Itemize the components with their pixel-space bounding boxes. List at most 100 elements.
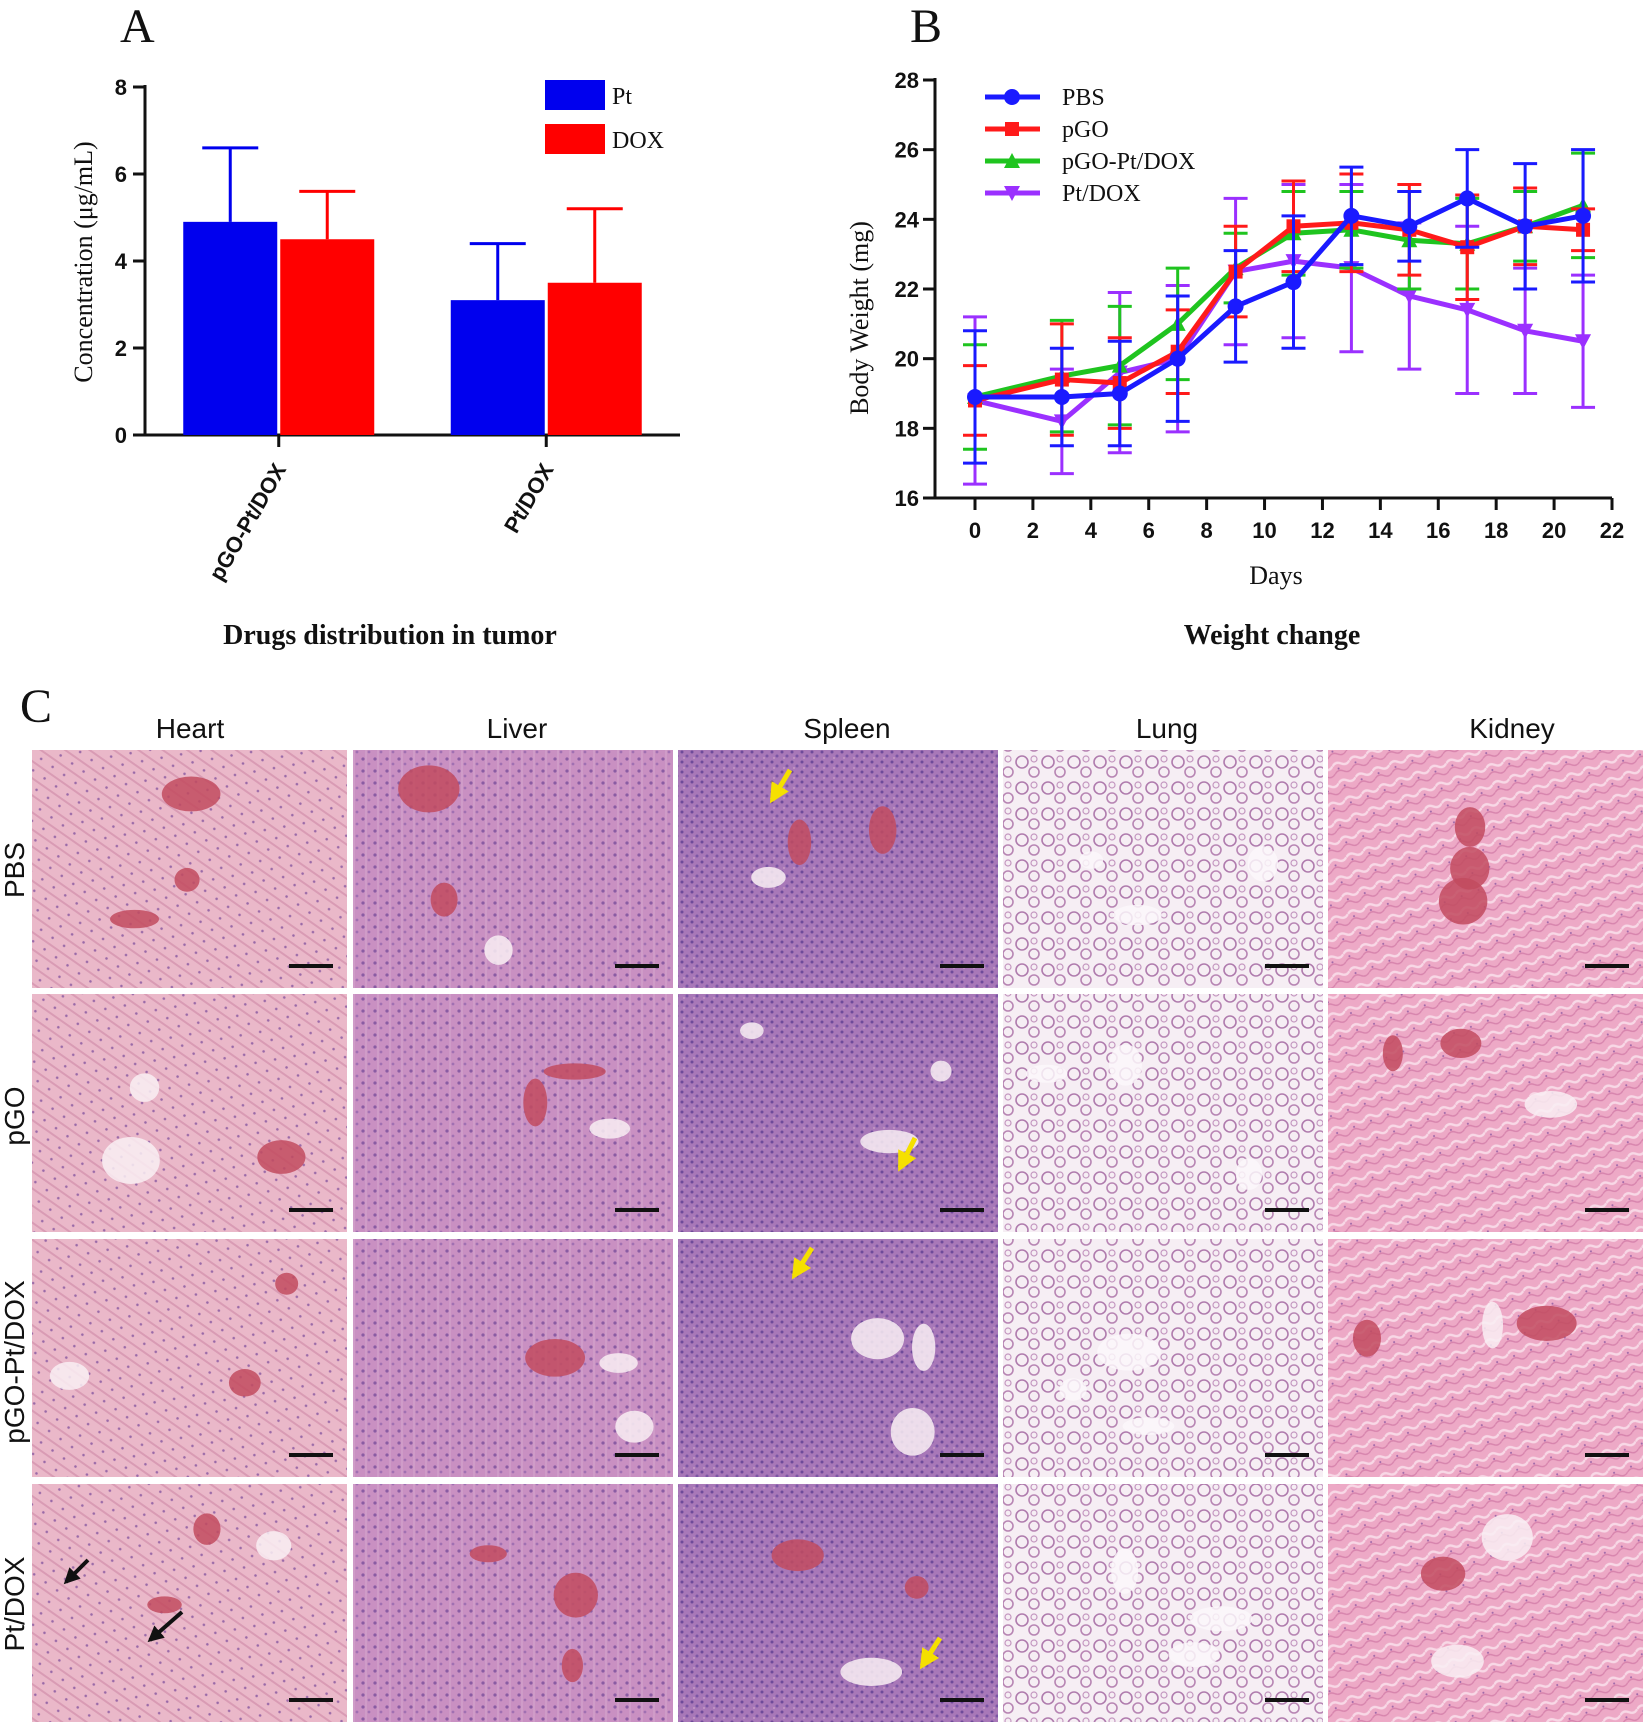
tissue-feature <box>257 1140 306 1174</box>
line-chart-y-tick-label: 20 <box>895 347 919 372</box>
bar-chart-y-tick-label: 8 <box>115 75 127 100</box>
tissue-image-kidney-pt-dox <box>1328 1484 1643 1722</box>
bar-dox-pt-dox <box>547 282 642 435</box>
bar-chart-category-label: Pt/DOX <box>499 459 559 537</box>
tissue-feature <box>1516 1305 1577 1341</box>
line-chart-x-tick-label: 4 <box>1085 518 1098 543</box>
tissue-feature <box>523 1078 548 1127</box>
legend-label-pt: Pt <box>612 84 632 110</box>
tissue-feature <box>543 1063 606 1080</box>
tissue-image-liver-pgo-pt-dox <box>353 1239 673 1477</box>
line-chart-y-tick-label: 28 <box>895 68 919 93</box>
tissue-feature <box>161 776 221 812</box>
legend-marker-pbs <box>1004 89 1020 105</box>
line-chart-y-tick-label: 22 <box>895 277 919 302</box>
tissue-feature <box>129 1073 160 1102</box>
tissue-feature <box>1113 904 1162 926</box>
yellow-arrow-icon <box>791 1246 815 1280</box>
tissue-feature <box>561 1648 584 1683</box>
row-header-pt-dox: Pt/DOX <box>0 1556 30 1651</box>
data-point-pbs <box>1459 190 1476 207</box>
tissue-image-lung-pt-dox <box>1003 1484 1323 1722</box>
yellow-arrow-icon <box>769 768 793 804</box>
tissue-image-spleen-pgo-pt-dox <box>678 1239 998 1477</box>
tissue-feature <box>228 1369 261 1397</box>
tissue-feature <box>1097 1333 1161 1371</box>
data-point-pbs <box>1517 218 1534 235</box>
line-chart-x-tick-label: 8 <box>1201 518 1213 543</box>
column-header-liver: Liver <box>487 713 548 744</box>
tissue-image-spleen-pbs <box>678 750 998 988</box>
data-point-pbs <box>1169 350 1186 367</box>
tissue-image-kidney-pbs <box>1328 750 1643 988</box>
yellow-arrow-icon <box>919 1636 943 1670</box>
tissue-texture <box>678 994 998 1232</box>
legend-label-pbs: PBS <box>1062 85 1105 111</box>
tissue-feature <box>890 1407 935 1456</box>
tissue-image-kidney-pgo-pt-dox <box>1328 1239 1643 1477</box>
tissue-feature <box>840 1657 903 1686</box>
tissue-feature <box>256 1531 292 1561</box>
tissue-texture <box>1328 1239 1643 1477</box>
tissue-feature <box>1382 1035 1403 1072</box>
panel-letter-a: A <box>120 0 155 53</box>
tissue-texture <box>1003 1484 1323 1722</box>
line-chart-x-tick-label: 16 <box>1426 518 1450 543</box>
tissue-feature <box>1122 1417 1175 1435</box>
line-chart-x-tick-label: 2 <box>1027 518 1039 543</box>
tissue-feature <box>1059 1378 1087 1401</box>
tissue-texture <box>1003 1239 1323 1477</box>
tissue-feature <box>1524 1090 1578 1118</box>
tissue-image-heart-pgo <box>32 994 347 1232</box>
data-point-pbs <box>1343 207 1360 224</box>
tissue-texture <box>1328 1484 1643 1722</box>
tissue-feature <box>275 1272 299 1295</box>
column-header-lung: Lung <box>1136 713 1198 744</box>
tissue-feature <box>430 882 458 917</box>
data-point-pbs <box>1401 218 1418 235</box>
tissue-feature <box>771 1539 824 1572</box>
data-point-pbs <box>1227 298 1244 315</box>
tissue-texture <box>353 994 673 1232</box>
line-chart-x-tick-label: 22 <box>1600 518 1624 543</box>
tissue-feature <box>484 935 513 965</box>
tissue-texture <box>678 750 998 988</box>
line-chart-x-tick-label: 6 <box>1143 518 1155 543</box>
histology-grid: Heart Liver Spleen Lung Kidney PBS pGO pGO-Pt/D… <box>0 713 1643 1722</box>
bar-chart-y-axis-title: Concentration (μg/mL) <box>69 141 98 382</box>
row-header-pgo: pGO <box>0 1086 30 1145</box>
tissue-feature <box>553 1572 598 1618</box>
data-point-pt-dox <box>1517 323 1534 339</box>
tissue-feature <box>1454 807 1486 847</box>
tissue-feature <box>174 867 200 892</box>
tissue-image-liver-pt-dox <box>353 1484 673 1722</box>
tissue-feature <box>1440 1028 1482 1059</box>
tissue-feature <box>1420 1556 1466 1591</box>
panel-letter-c: C <box>20 680 52 733</box>
line-chart-y-tick-label: 26 <box>895 138 919 163</box>
line-chart-y-tick-label: 24 <box>895 207 920 232</box>
legend-swatch-pt <box>545 80 605 110</box>
tissue-feature <box>599 1353 638 1373</box>
tissue-image-heart-pgo-pt-dox <box>32 1239 347 1477</box>
legend-label-dox: DOX <box>612 128 664 154</box>
bar-dox-pgo-pt-dox <box>280 239 375 435</box>
tissue-image-lung-pgo <box>1003 994 1323 1232</box>
tissue-texture <box>32 994 347 1232</box>
tissue-feature <box>1025 1064 1068 1083</box>
line-chart-x-tick-label: 12 <box>1310 518 1334 543</box>
tissue-texture <box>32 1484 347 1722</box>
tissue-feature <box>615 1410 654 1443</box>
tissue-feature <box>49 1361 90 1390</box>
tissue-image-lung-pgo-pt-dox <box>1003 1239 1323 1477</box>
bar-chart: Concentration (μg/mL) Drugs distribution… <box>69 75 680 651</box>
series-pbs <box>963 148 1596 465</box>
tissue-feature <box>1235 1158 1263 1191</box>
tissue-feature <box>1247 846 1279 882</box>
tissue-feature <box>912 1323 936 1371</box>
tissue-feature <box>868 806 897 854</box>
tissue-feature <box>1431 1644 1484 1678</box>
data-point-pt-dox <box>1401 288 1418 304</box>
tissue-feature <box>193 1513 221 1545</box>
